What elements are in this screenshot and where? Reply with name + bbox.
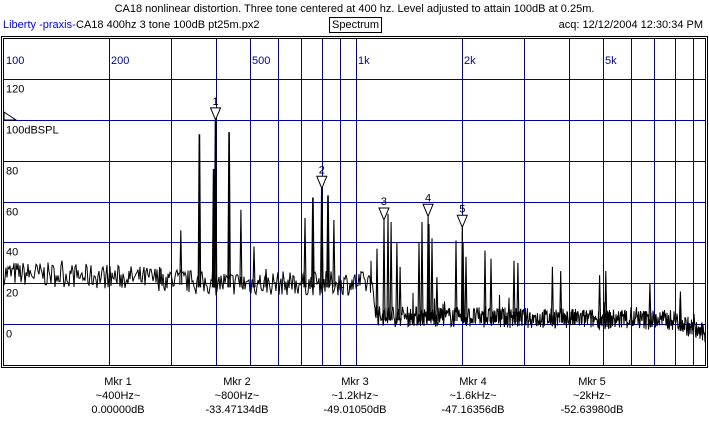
spectrum-mode-button[interactable]: Spectrum bbox=[329, 17, 383, 33]
marker-value: 0.00000dB bbox=[91, 404, 145, 416]
reference-level-icon bbox=[3, 111, 18, 121]
marker-value: -47.16356dB bbox=[441, 404, 505, 416]
x-tick-label: 2k bbox=[464, 55, 476, 67]
y-tick-label: 20 bbox=[6, 288, 18, 300]
marker-freq: ~400Hz~ bbox=[95, 390, 141, 402]
spectral-peak bbox=[239, 209, 243, 288]
marker-3: 3 bbox=[378, 196, 390, 222]
marker-triangle-icon bbox=[422, 203, 434, 218]
spectral-peak bbox=[489, 258, 493, 322]
spectral-peak bbox=[604, 270, 608, 324]
spectral-peak bbox=[483, 250, 487, 322]
spectral-peak bbox=[332, 219, 336, 288]
spectral-peak bbox=[598, 275, 602, 324]
marker-readout-4: Mkr 4 ~1.6kHz~ -47.16356dB bbox=[413, 375, 533, 417]
spectral-peak bbox=[386, 213, 390, 321]
marker-triangle-icon bbox=[316, 175, 328, 190]
spectral-peak bbox=[512, 260, 516, 323]
marker-name: Mkr 2 bbox=[223, 376, 251, 388]
spectral-peak bbox=[158, 266, 162, 283]
marker-readout-1: Mkr 1 ~400Hz~ 0.00000dB bbox=[58, 375, 178, 417]
x-tick-label: 200 bbox=[111, 55, 129, 67]
y-tick-label: 80 bbox=[6, 166, 18, 178]
spectral-peak bbox=[648, 283, 652, 324]
noise-trace bbox=[3, 260, 707, 343]
marker-2: 2 bbox=[316, 164, 328, 190]
spectral-peak bbox=[311, 197, 315, 288]
spectral-peak bbox=[427, 223, 431, 321]
marker-name: Mkr 5 bbox=[578, 376, 606, 388]
marker-triangle-icon bbox=[209, 107, 222, 122]
marker-triangle-icon bbox=[378, 207, 390, 222]
acquisition-timestamp: acq: 12/12/2004 12:30:34 PM bbox=[558, 19, 703, 31]
project-link[interactable]: Liberty -praxis- bbox=[3, 19, 76, 31]
spectral-peak bbox=[417, 242, 421, 321]
spectral-peak bbox=[395, 242, 399, 321]
y-tick-label: 60 bbox=[6, 207, 18, 219]
y-tick-label: 0 bbox=[6, 329, 12, 341]
x-tick-label: 1k bbox=[358, 55, 370, 67]
file-name: CA18 400hz 3 tone 100dB pt25m.px2 bbox=[76, 19, 260, 31]
spectral-peak bbox=[464, 256, 468, 322]
marker-name: Mkr 3 bbox=[341, 376, 369, 388]
marker-label: 3 bbox=[381, 196, 387, 208]
marker-label: 2 bbox=[319, 164, 325, 176]
marker-label: 5 bbox=[459, 203, 465, 215]
marker-freq: ~800Hz~ bbox=[214, 390, 260, 402]
chart-title: CA18 nonlinear distortion. Three tone ce… bbox=[114, 3, 595, 15]
marker-value: -33.47134dB bbox=[205, 404, 269, 416]
marker-value: -52.63980dB bbox=[560, 404, 624, 416]
y-tick-label: 120 bbox=[6, 84, 24, 96]
marker-label: 4 bbox=[425, 192, 431, 204]
marker-5: 5 bbox=[456, 203, 469, 229]
plot-frame bbox=[1, 36, 708, 368]
spectral-peak bbox=[398, 266, 402, 321]
marker-triangle-icon bbox=[456, 214, 469, 229]
x-tick-label: 500 bbox=[252, 55, 270, 67]
spectral-peak bbox=[375, 248, 379, 319]
spectral-peak bbox=[382, 219, 386, 321]
spectral-peak bbox=[516, 262, 520, 323]
spectral-peak bbox=[454, 240, 458, 322]
marker-readout-2: Mkr 2 ~800Hz~ -33.47134dB bbox=[177, 375, 297, 417]
marker-label: 1 bbox=[212, 96, 218, 108]
x-tick-label: 100 bbox=[6, 55, 24, 67]
spectral-peak bbox=[264, 268, 268, 288]
marker-4: 4 bbox=[422, 192, 434, 218]
spectral-peak bbox=[435, 277, 439, 321]
spectral-peak bbox=[320, 188, 324, 288]
marker-readout-3: Mkr 3 ~1.2kHz~ -49.01050dB bbox=[295, 375, 415, 417]
marker-readout-5: Mkr 5 ~2kHz~ -52.63980dB bbox=[532, 375, 652, 417]
spectral-peak bbox=[420, 221, 424, 321]
marker-name: Mkr 1 bbox=[104, 376, 132, 388]
spectral-peak bbox=[550, 266, 554, 323]
marker-freq: ~1.6kHz~ bbox=[449, 390, 497, 402]
y-tick-label: 100dBSPL bbox=[6, 125, 59, 137]
spectral-peak bbox=[389, 221, 393, 321]
marker-1: 1 bbox=[209, 96, 222, 122]
spectral-peak bbox=[303, 217, 307, 288]
spectral-peak bbox=[252, 246, 256, 288]
spectral-peak bbox=[559, 270, 563, 323]
marker-freq: ~1.2kHz~ bbox=[331, 390, 379, 402]
spectral-peak bbox=[326, 195, 330, 288]
marker-value: -49.01050dB bbox=[323, 404, 387, 416]
spectral-peak bbox=[461, 242, 465, 322]
y-tick-label: 40 bbox=[6, 247, 18, 259]
x-tick-label: 5k bbox=[605, 55, 617, 67]
marker-freq: ~2kHz~ bbox=[573, 390, 611, 402]
marker-name: Mkr 4 bbox=[459, 376, 487, 388]
spectral-peak bbox=[213, 119, 218, 288]
spectral-peak bbox=[227, 132, 231, 288]
spectral-peak bbox=[197, 134, 202, 288]
spectral-peak bbox=[678, 291, 682, 327]
spectral-peak bbox=[430, 238, 434, 321]
spectral-peak bbox=[179, 230, 183, 285]
